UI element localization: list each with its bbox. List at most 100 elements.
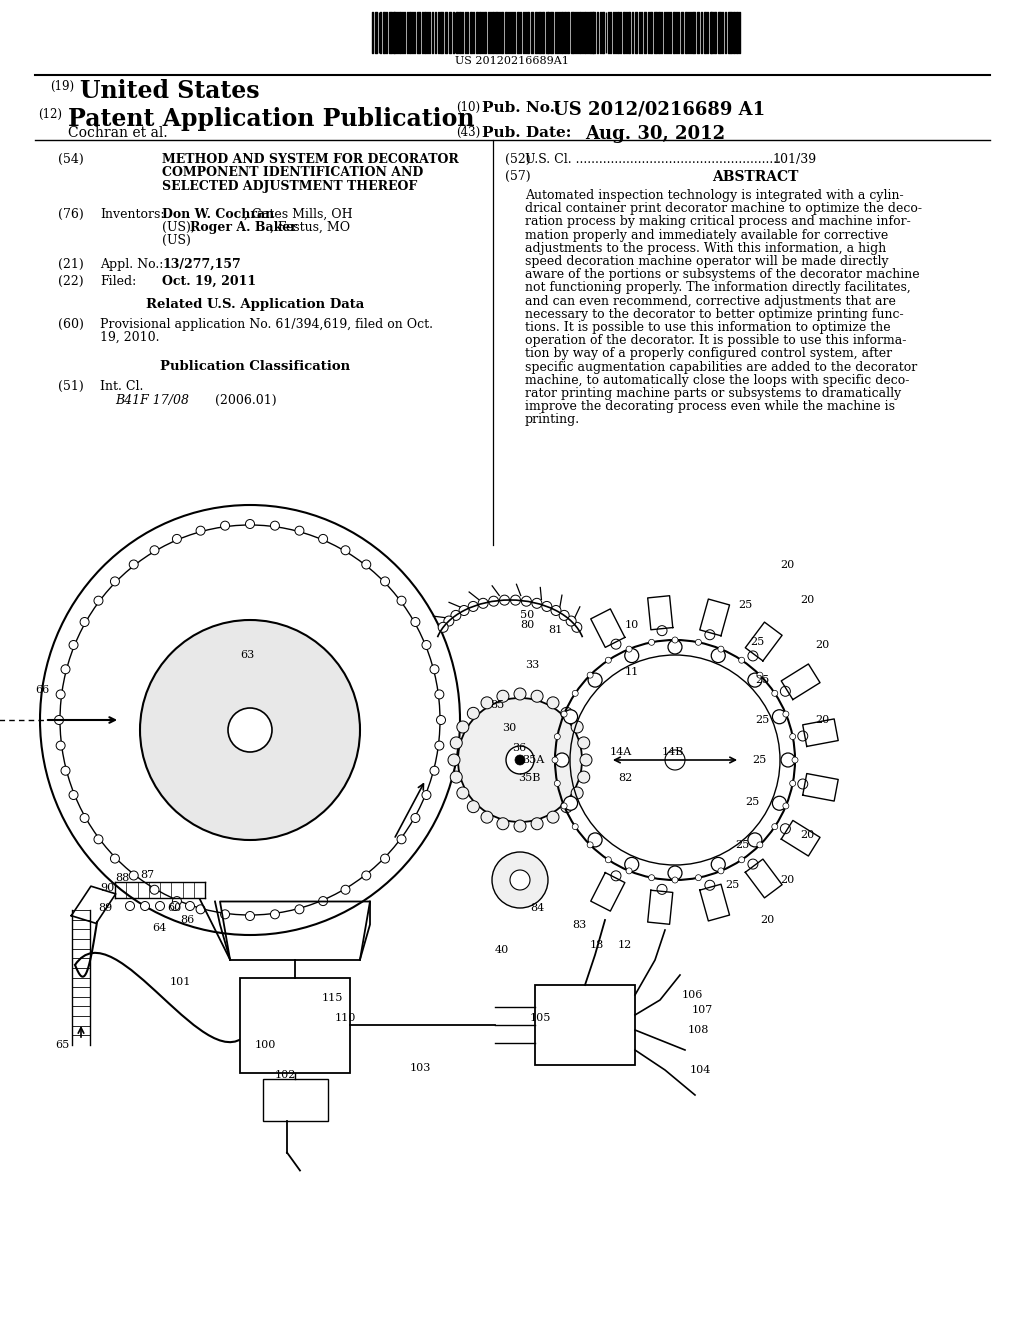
Circle shape	[531, 818, 543, 830]
Text: mation properly and immediately available for corrective: mation properly and immediately availabl…	[525, 228, 888, 242]
Text: (60): (60)	[58, 318, 84, 331]
Circle shape	[411, 618, 420, 627]
Circle shape	[738, 857, 744, 863]
Text: 60: 60	[167, 903, 181, 913]
Text: 25: 25	[735, 840, 750, 850]
Circle shape	[467, 801, 479, 813]
Circle shape	[571, 622, 582, 632]
Circle shape	[757, 842, 763, 847]
Circle shape	[563, 796, 578, 810]
Circle shape	[792, 756, 798, 763]
Text: B41F 17/08: B41F 17/08	[115, 393, 189, 407]
Text: U.S. Cl. .....................................................: U.S. Cl. ...............................…	[525, 153, 781, 166]
Circle shape	[515, 755, 525, 766]
Circle shape	[435, 690, 443, 698]
Circle shape	[61, 665, 70, 673]
Text: 110: 110	[335, 1012, 356, 1023]
Circle shape	[561, 803, 567, 809]
Circle shape	[468, 602, 478, 611]
Circle shape	[705, 630, 715, 640]
Text: (57): (57)	[505, 170, 530, 183]
Circle shape	[126, 902, 134, 911]
Text: 12: 12	[618, 940, 632, 950]
Circle shape	[459, 606, 469, 615]
Circle shape	[571, 721, 583, 733]
Circle shape	[781, 752, 795, 767]
Text: 25: 25	[725, 880, 739, 890]
Circle shape	[521, 597, 531, 606]
Text: 18: 18	[590, 940, 604, 950]
Text: 20: 20	[800, 830, 814, 840]
Circle shape	[605, 657, 611, 663]
Circle shape	[790, 734, 796, 739]
Circle shape	[172, 535, 181, 544]
Text: Publication Classification: Publication Classification	[160, 360, 350, 374]
Circle shape	[718, 645, 724, 652]
Circle shape	[430, 665, 439, 673]
Text: Pub. No.:: Pub. No.:	[482, 102, 560, 115]
Text: 20: 20	[815, 640, 829, 649]
Circle shape	[571, 787, 583, 799]
Text: (22): (22)	[58, 275, 84, 288]
Circle shape	[514, 820, 526, 832]
Text: 35A: 35A	[522, 755, 544, 766]
Circle shape	[381, 854, 389, 863]
Circle shape	[657, 884, 667, 895]
Text: 10: 10	[625, 620, 639, 630]
Circle shape	[492, 851, 548, 908]
Text: 85: 85	[490, 700, 504, 710]
Circle shape	[185, 902, 195, 911]
Circle shape	[451, 771, 462, 783]
Text: Int. Cl.: Int. Cl.	[100, 380, 143, 393]
Circle shape	[514, 688, 526, 700]
Circle shape	[220, 521, 229, 531]
Circle shape	[270, 909, 280, 919]
Circle shape	[295, 527, 304, 535]
Circle shape	[449, 754, 460, 766]
Circle shape	[547, 697, 559, 709]
Circle shape	[451, 610, 461, 620]
Text: 25: 25	[750, 638, 764, 647]
Text: (51): (51)	[58, 380, 84, 393]
Circle shape	[246, 912, 255, 920]
Circle shape	[555, 752, 569, 767]
Circle shape	[500, 595, 510, 605]
Text: Oct. 19, 2011: Oct. 19, 2011	[162, 275, 256, 288]
Text: necessary to the decorator to better optimize printing func-: necessary to the decorator to better opt…	[525, 308, 903, 321]
Circle shape	[488, 597, 499, 606]
Text: United States: United States	[80, 79, 260, 103]
Text: (43): (43)	[456, 125, 480, 139]
Text: 20: 20	[800, 595, 814, 605]
Text: 101/39: 101/39	[772, 153, 816, 166]
Text: 108: 108	[688, 1026, 710, 1035]
Text: 36: 36	[512, 743, 526, 752]
Text: US 20120216689A1: US 20120216689A1	[455, 55, 569, 66]
Circle shape	[246, 520, 255, 528]
Circle shape	[783, 803, 788, 809]
Circle shape	[140, 620, 360, 840]
Text: 66: 66	[35, 685, 49, 696]
Circle shape	[783, 711, 788, 717]
Circle shape	[626, 645, 632, 652]
Circle shape	[196, 527, 205, 535]
Text: 11: 11	[625, 667, 639, 677]
Text: 115: 115	[322, 993, 343, 1003]
Circle shape	[547, 812, 559, 824]
Text: US 2012/0216689 A1: US 2012/0216689 A1	[553, 100, 765, 117]
Circle shape	[588, 673, 602, 688]
Text: tion by way of a properly configured control system, after: tion by way of a properly configured con…	[525, 347, 892, 360]
Circle shape	[611, 639, 621, 649]
Circle shape	[56, 690, 66, 698]
Text: Related U.S. Application Data: Related U.S. Application Data	[145, 298, 365, 312]
Text: , Festus, MO: , Festus, MO	[270, 220, 350, 234]
Text: adjustments to the process. With this information, a high: adjustments to the process. With this in…	[525, 242, 886, 255]
Text: (US): (US)	[162, 234, 190, 247]
Text: (76): (76)	[58, 209, 84, 220]
Text: Pub. Date:: Pub. Date:	[482, 125, 571, 140]
Text: 88: 88	[115, 873, 129, 883]
Text: ration process by making critical process and machine infor-: ration process by making critical proces…	[525, 215, 910, 228]
Text: 20: 20	[760, 915, 774, 925]
Circle shape	[748, 859, 758, 869]
Circle shape	[318, 896, 328, 906]
Text: Don W. Cochran: Don W. Cochran	[162, 209, 274, 220]
